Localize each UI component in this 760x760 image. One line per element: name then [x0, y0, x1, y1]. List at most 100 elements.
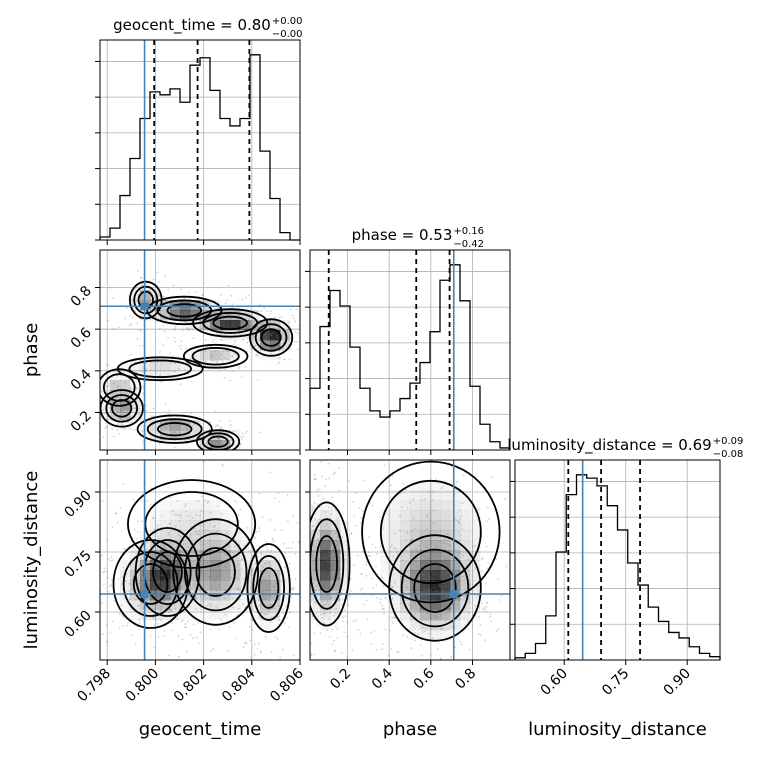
- sample-point: [269, 564, 272, 567]
- sample-point: [302, 323, 304, 325]
- sample-point: [173, 604, 176, 607]
- sample-point: [489, 615, 491, 618]
- sample-point: [269, 620, 272, 623]
- sample-point: [334, 650, 336, 652]
- sample-point: [168, 609, 171, 612]
- sample-point: [148, 661, 150, 663]
- sample-point: [215, 589, 218, 592]
- y-tick-label: 0.8: [68, 283, 95, 310]
- density-bin: [390, 540, 401, 551]
- sample-point: [338, 599, 341, 602]
- sample-point: [145, 409, 147, 412]
- sample-point: [407, 677, 409, 679]
- sample-point: [169, 496, 172, 499]
- density-bin: [160, 520, 171, 531]
- density-bin: [200, 300, 211, 311]
- sample-point: [191, 552, 194, 555]
- sample-point: [315, 612, 318, 615]
- sample-point: [180, 620, 183, 623]
- sample-point: [156, 527, 159, 530]
- sample-point: [215, 322, 218, 325]
- sample-point: [222, 324, 225, 327]
- sample-point: [174, 317, 177, 319]
- sample-point: [101, 390, 104, 393]
- sample-point: [308, 476, 310, 478]
- sample-point: [301, 557, 303, 559]
- sample-point: [403, 491, 406, 494]
- sample-point: [363, 706, 365, 708]
- sample-point: [525, 581, 527, 583]
- sample-point: [168, 523, 171, 526]
- sample-point: [129, 314, 132, 317]
- sample-point: [109, 632, 112, 634]
- sample-point: [223, 589, 226, 592]
- sample-point: [288, 562, 291, 565]
- sample-point: [216, 362, 218, 364]
- sample-point: [359, 431, 361, 433]
- sample-point: [184, 311, 187, 314]
- density-bin: [310, 570, 321, 581]
- density-bin: [330, 580, 341, 591]
- sample-point: [402, 482, 405, 485]
- sample-point: [132, 404, 134, 407]
- sample-point: [374, 546, 377, 549]
- sample-point: [311, 509, 314, 512]
- sample-point: [231, 303, 234, 306]
- sample-point: [397, 650, 400, 653]
- sample-point: [270, 603, 273, 606]
- sample-point: [129, 387, 132, 389]
- sample-point: [324, 541, 327, 544]
- sample-point: [449, 545, 452, 548]
- contour: [182, 343, 249, 369]
- density-bin: [410, 600, 421, 611]
- sample-point: [212, 340, 215, 343]
- x-tick-label: 0.90: [661, 666, 694, 699]
- density-bin: [150, 290, 161, 301]
- sample-point: [174, 325, 177, 328]
- sample-point: [355, 619, 357, 621]
- sample-point: [450, 588, 452, 590]
- sample-point: [264, 636, 267, 638]
- truth-marker: [140, 590, 149, 598]
- sample-point: [483, 608, 486, 611]
- sample-point: [154, 585, 157, 588]
- sample-point: [362, 510, 364, 512]
- sample-point: [200, 571, 203, 574]
- sample-point: [311, 507, 314, 509]
- sample-point: [480, 570, 483, 572]
- sample-point: [128, 324, 131, 327]
- sample-point: [318, 589, 321, 592]
- sample-point: [302, 458, 304, 460]
- sample-point: [111, 559, 114, 562]
- sample-point: [428, 590, 430, 593]
- sample-point: [426, 561, 429, 564]
- sample-point: [162, 344, 165, 346]
- sample-point: [365, 599, 368, 602]
- sample-point: [485, 601, 488, 604]
- sample-point: [231, 355, 234, 358]
- sample-point: [185, 510, 188, 513]
- sample-point: [310, 654, 313, 657]
- density-bin: [430, 540, 441, 551]
- density-bin: [400, 580, 411, 591]
- sample-point: [145, 575, 148, 578]
- sample-point: [341, 536, 344, 538]
- density-bin: [460, 530, 471, 541]
- sample-point: [458, 521, 460, 524]
- sample-point: [227, 350, 230, 353]
- density-bin: [240, 590, 251, 601]
- sample-point: [141, 277, 143, 280]
- sample-point: [117, 422, 119, 425]
- sample-point: [323, 612, 326, 615]
- sample-point: [520, 515, 522, 517]
- density-bin: [280, 330, 291, 341]
- sample-point: [481, 602, 483, 605]
- sample-point: [176, 425, 179, 428]
- sample-point: [432, 580, 434, 583]
- sample-point: [237, 587, 239, 590]
- density-bin: [390, 570, 401, 581]
- sample-point: [152, 587, 154, 590]
- sample-point: [141, 570, 144, 572]
- sample-point: [240, 333, 243, 336]
- sample-point: [119, 506, 122, 509]
